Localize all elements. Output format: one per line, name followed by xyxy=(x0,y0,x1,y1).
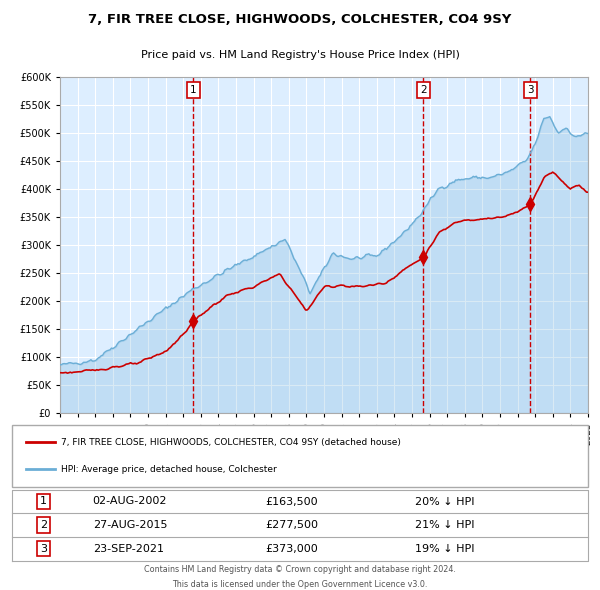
Text: 1: 1 xyxy=(190,85,197,95)
Text: This data is licensed under the Open Government Licence v3.0.: This data is licensed under the Open Gov… xyxy=(172,579,428,589)
Text: £163,500: £163,500 xyxy=(265,497,318,506)
Text: 27-AUG-2015: 27-AUG-2015 xyxy=(92,520,167,530)
FancyBboxPatch shape xyxy=(12,425,588,487)
Text: 3: 3 xyxy=(527,85,534,95)
Text: 19% ↓ HPI: 19% ↓ HPI xyxy=(415,544,475,553)
Text: Contains HM Land Registry data © Crown copyright and database right 2024.: Contains HM Land Registry data © Crown c… xyxy=(144,565,456,574)
Text: Price paid vs. HM Land Registry's House Price Index (HPI): Price paid vs. HM Land Registry's House … xyxy=(140,50,460,60)
Text: 7, FIR TREE CLOSE, HIGHWOODS, COLCHESTER, CO4 9SY (detached house): 7, FIR TREE CLOSE, HIGHWOODS, COLCHESTER… xyxy=(61,438,401,447)
Text: 1: 1 xyxy=(40,497,47,506)
Text: £373,000: £373,000 xyxy=(265,544,318,553)
Text: £277,500: £277,500 xyxy=(265,520,319,530)
Text: HPI: Average price, detached house, Colchester: HPI: Average price, detached house, Colc… xyxy=(61,465,277,474)
Text: 21% ↓ HPI: 21% ↓ HPI xyxy=(415,520,475,530)
Text: 7, FIR TREE CLOSE, HIGHWOODS, COLCHESTER, CO4 9SY: 7, FIR TREE CLOSE, HIGHWOODS, COLCHESTER… xyxy=(88,14,512,27)
Text: 02-AUG-2002: 02-AUG-2002 xyxy=(92,497,167,506)
Text: 20% ↓ HPI: 20% ↓ HPI xyxy=(415,497,475,506)
Text: 2: 2 xyxy=(420,85,427,95)
Text: 2: 2 xyxy=(40,520,47,530)
Text: 3: 3 xyxy=(40,544,47,553)
Text: 23-SEP-2021: 23-SEP-2021 xyxy=(92,544,164,553)
